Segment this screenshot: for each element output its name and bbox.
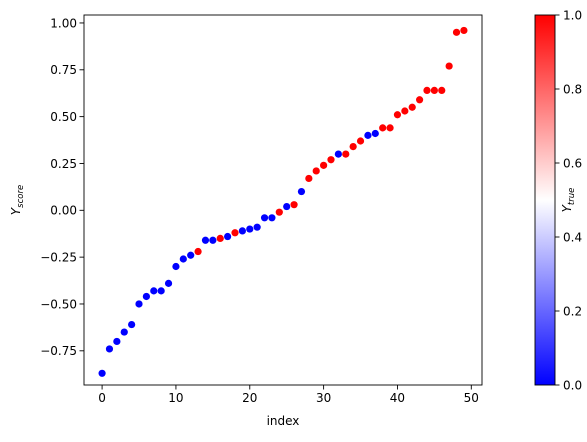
x-tick-label: 0	[98, 391, 106, 405]
data-point	[142, 292, 150, 301]
data-point	[268, 214, 276, 222]
y-tick-label: 0.00	[50, 204, 77, 218]
data-point	[224, 232, 232, 241]
data-point	[150, 287, 158, 295]
data-point	[216, 234, 224, 243]
x-tick-label: 40	[390, 391, 405, 405]
data-point	[438, 86, 446, 95]
data-point	[356, 137, 365, 145]
colorbar-tick-label: 1.0	[563, 8, 582, 22]
y-axis-label: Yscore	[9, 185, 26, 215]
data-point	[401, 107, 409, 115]
data-point	[98, 369, 106, 377]
x-axis-label: index	[267, 414, 300, 428]
data-point	[379, 124, 387, 132]
data-point	[408, 103, 416, 111]
data-point	[460, 26, 468, 35]
data-point	[283, 202, 291, 211]
data-point	[371, 129, 379, 138]
data-point	[120, 328, 128, 336]
data-point	[393, 111, 402, 119]
x-tick-label: 20	[242, 391, 257, 405]
data-point	[135, 300, 143, 308]
y-tick-label: −0.75	[40, 344, 77, 358]
x-tick-label: 30	[316, 391, 331, 405]
y-tick-label: 0.25	[50, 157, 77, 171]
data-point	[364, 131, 372, 139]
y-tick-label: −0.25	[40, 250, 77, 264]
colorbar-tick-label: 0.0	[563, 378, 582, 392]
x-tick-label: 10	[168, 391, 183, 405]
data-point	[172, 262, 180, 271]
data-point	[128, 320, 136, 329]
data-point	[320, 161, 328, 169]
data-point	[452, 28, 461, 36]
data-point	[334, 150, 342, 158]
data-point	[164, 279, 173, 287]
data-point	[246, 225, 254, 233]
axes-frame	[83, 14, 483, 386]
data-point	[201, 236, 210, 244]
colorbar-tick-label: 0.8	[563, 82, 582, 96]
colorbar-tick-label: 0.4	[563, 230, 582, 244]
data-point	[327, 156, 335, 164]
data-point	[187, 251, 195, 259]
data-point	[349, 143, 357, 151]
data-point	[290, 201, 298, 209]
data-point	[194, 247, 202, 256]
data-point	[430, 86, 438, 95]
data-point	[416, 96, 424, 104]
data-point	[312, 167, 320, 175]
colorbar-frame	[534, 14, 556, 386]
data-point	[209, 236, 217, 244]
y-tick-label: 0.50	[50, 110, 77, 124]
data-point	[445, 62, 453, 70]
y-tick-label: −0.50	[40, 297, 77, 311]
colorbar-gradient	[535, 15, 555, 385]
colorbar: 0.0 0.2 0.4 0.6 0.8 1.0 Ytrue	[534, 8, 582, 392]
data-point	[342, 150, 350, 158]
data-point	[253, 223, 261, 231]
data-point	[260, 214, 269, 222]
data-point	[105, 345, 114, 353]
data-point	[157, 287, 165, 295]
y-tick-label: 1.00	[50, 16, 77, 30]
data-point	[423, 86, 431, 95]
axes: 0 10 20 30 40 50 −0.75 −0.50 −0.25 0.00 0.25 0.50 0.…	[9, 14, 483, 428]
colorbar-label: Ytrue	[560, 188, 577, 213]
data-points	[98, 26, 468, 377]
x-tick-label: 50	[464, 391, 479, 405]
data-point	[297, 187, 306, 196]
colorbar-tick-label: 0.6	[563, 156, 582, 170]
data-point	[179, 255, 187, 263]
data-point	[238, 227, 246, 235]
data-point	[113, 337, 121, 346]
data-point	[275, 208, 283, 216]
colorbar-tick-label: 0.2	[563, 304, 582, 318]
y-tick-label: 0.75	[50, 63, 77, 77]
data-point	[386, 124, 394, 132]
data-point	[231, 229, 239, 237]
data-point	[305, 174, 313, 183]
